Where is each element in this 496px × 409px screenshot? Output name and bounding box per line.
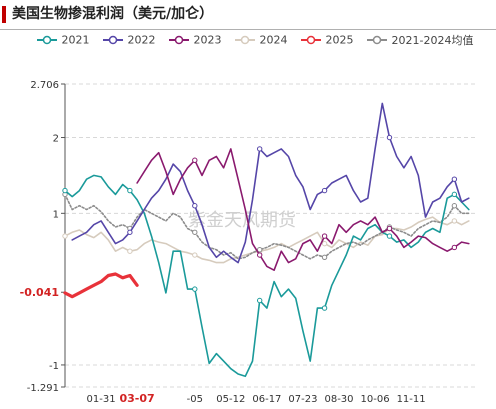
x-tick-label-highlight: 03-07	[120, 392, 155, 405]
series-point-2023	[256, 252, 263, 258]
series-point-2022	[386, 134, 393, 141]
legend-marker-2023	[169, 36, 189, 45]
series-point-2021	[62, 187, 68, 194]
series-line-2022	[71, 102, 470, 264]
legend-item-2024[interactable]: 2024	[234, 33, 288, 47]
series-point-2021	[192, 286, 198, 292]
legend-marker-2025	[301, 36, 321, 45]
legend-marker-2022	[103, 36, 123, 45]
legend-label-2021: 2021	[61, 33, 90, 47]
y-axis-ticks: 2.706 2 1 -0.041 -1 -1.291	[20, 80, 65, 394]
series-line-2023	[136, 148, 470, 271]
x-tick-label: 05-12	[216, 394, 245, 405]
legend-item-2021[interactable]: 2021	[36, 33, 90, 47]
title-accent-bar	[2, 6, 6, 23]
x-axis-ticks: 01-31 03-07 -05 05-12 06-17 07-23 08-30 10-06 11…	[87, 392, 426, 405]
y-tick-label: 2	[53, 134, 59, 145]
series-point-2023	[321, 233, 328, 239]
series-point-2022	[256, 146, 263, 152]
series-point-2024	[192, 252, 198, 258]
series-point-2021-2024均值	[321, 254, 328, 260]
x-tick-label: 07-23	[288, 394, 317, 405]
y-tick-label: 2.706	[30, 80, 59, 91]
x-tick-label: -05	[187, 394, 203, 405]
x-tick-label: 10-06	[361, 394, 390, 405]
legend-label-2022: 2022	[127, 33, 156, 47]
series-point-2021	[127, 187, 133, 194]
legend-item-average[interactable]: 2021-2024均值	[366, 32, 473, 48]
series-point-2024	[321, 240, 328, 247]
series-point-2021-2024均值	[256, 247, 263, 253]
legend-item-2025[interactable]: 2025	[300, 33, 354, 47]
chart-legend: 2021 2022 2023 2024 2025 2021-2024均值	[36, 32, 482, 50]
series-point-2023	[451, 244, 458, 251]
series-point-2021	[321, 305, 328, 311]
series-point-2022	[192, 203, 198, 209]
series-lines	[62, 102, 470, 378]
series-point-2024	[127, 248, 133, 254]
y-tick-label: 1	[53, 209, 59, 220]
chart-title: 美国生物掺混利润（美元/加仑）	[12, 6, 214, 22]
title-divider	[0, 29, 496, 30]
title-row: 美国生物掺混利润（美元/加仑）	[0, 0, 496, 30]
y-tick-label-highlight: -0.041	[20, 286, 59, 299]
series-point-2023	[192, 157, 198, 163]
series-point-2024	[62, 233, 68, 239]
series-line-2025	[63, 272, 139, 299]
x-tick-label: 11-11	[397, 394, 426, 405]
legend-label-2025: 2025	[325, 33, 354, 47]
x-tick-label: 08-30	[324, 394, 353, 405]
series-point-2021-2024均值	[451, 203, 458, 209]
legend-marker-2021	[37, 36, 57, 45]
series-point-2023	[386, 225, 393, 232]
legend-item-2023[interactable]: 2023	[168, 33, 222, 47]
y-tick-label: -1.291	[27, 383, 59, 394]
series-point-2022	[451, 176, 458, 182]
y-tick-label: -1	[49, 361, 59, 372]
series-point-2021-2024均值	[192, 229, 198, 235]
x-tick-label: 01-31	[87, 394, 116, 405]
series-point-2024	[451, 218, 458, 224]
legend-marker-average	[367, 35, 387, 45]
legend-label-2024: 2024	[259, 33, 288, 47]
grid-lines	[65, 83, 476, 388]
series-point-2022	[321, 187, 328, 194]
series-line-2021	[64, 174, 470, 378]
series-point-2022	[127, 229, 133, 235]
series-point-2021	[386, 233, 393, 239]
x-tick-label: 06-17	[252, 394, 281, 405]
series-point-2021	[256, 297, 263, 304]
legend-label-2023: 2023	[193, 33, 222, 47]
legend-item-2022[interactable]: 2022	[102, 33, 156, 47]
watermark-text: 紫金天风期货	[188, 210, 296, 231]
legend-marker-2024	[235, 36, 255, 45]
legend-label-average: 2021-2024均值	[391, 34, 474, 47]
series-line-2021-2024均值	[64, 193, 470, 260]
series-point-2021	[451, 191, 458, 198]
